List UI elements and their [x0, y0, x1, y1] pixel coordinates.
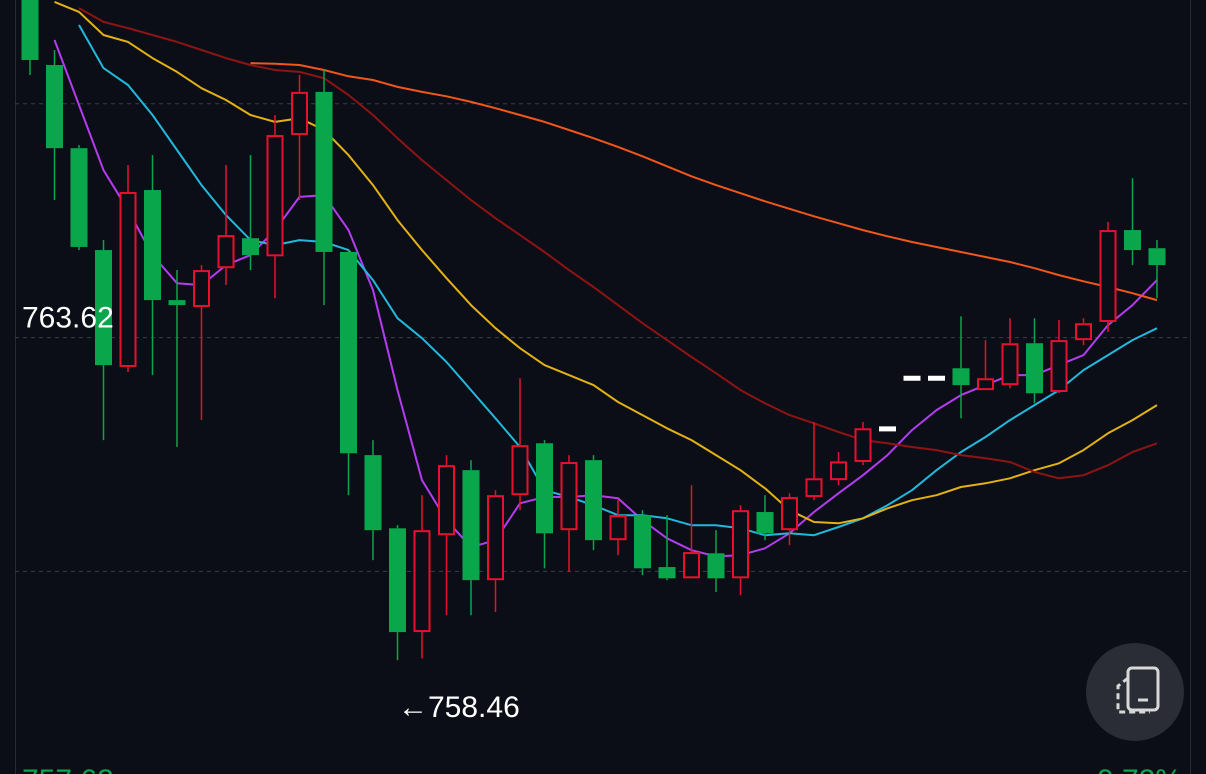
candle-body: [487, 495, 504, 581]
candle-body: [144, 190, 161, 301]
candle-body: [609, 515, 627, 541]
candle-body: [1050, 340, 1068, 393]
candle-body: [168, 300, 186, 306]
candle-body: [585, 460, 602, 541]
candle-body: [1001, 343, 1019, 386]
candle-body: [854, 428, 872, 463]
min-label: 757.62: [22, 764, 114, 774]
y-tick-label: 763.62: [22, 302, 114, 335]
candle-body: [536, 443, 553, 534]
ma-line: [78, 7, 1158, 480]
candle-body: [340, 251, 357, 454]
ma-line: [53, 39, 1158, 558]
candle-body: [952, 368, 970, 386]
candle-body: [21, 0, 39, 61]
candle-body: [438, 465, 455, 536]
candle-body: [1124, 230, 1141, 251]
change-label: 0.72%: [1097, 764, 1182, 774]
candle-body: [217, 235, 235, 269]
candle-body: [707, 553, 725, 579]
candle-body: [266, 135, 284, 257]
candle-body: [1148, 248, 1166, 266]
candle-body: [928, 375, 945, 381]
candle-body: [903, 375, 921, 381]
candle-body: [830, 461, 847, 481]
ma-line: [54, 0, 1158, 525]
candle-body: [879, 426, 896, 432]
candle-body: [413, 530, 431, 633]
candle-body: [119, 191, 137, 367]
candle-body: [462, 470, 480, 581]
candle-body: [95, 250, 112, 366]
candle-body: [1099, 230, 1117, 322]
candle-body: [70, 148, 88, 247]
low-annotation: ←758.46: [398, 691, 520, 724]
candle-body: [756, 512, 774, 534]
candle-body: [634, 515, 651, 569]
candle-body: [977, 378, 994, 391]
candle-body: [291, 91, 308, 136]
candle-body: [781, 497, 798, 531]
candle-body: [315, 91, 333, 252]
ma-line: [250, 62, 1158, 302]
button-icon: [1126, 666, 1160, 712]
candle-body: [1026, 343, 1043, 394]
candle-body: [389, 528, 406, 633]
button-bg[interactable]: [1086, 643, 1184, 741]
candle-body: [560, 462, 578, 531]
screen-toggle-button[interactable]: [1086, 643, 1184, 741]
button-icon: [1116, 676, 1150, 714]
candle-body: [658, 567, 676, 579]
candle-body: [805, 478, 823, 498]
grid: [15, 103, 1190, 572]
candle-body: [193, 270, 210, 307]
candles: [21, 0, 1166, 661]
candle-body: [1075, 323, 1092, 341]
candle-body: [46, 65, 63, 149]
candle-body: [683, 552, 700, 579]
candle-body: [732, 510, 749, 579]
candle-body: [511, 445, 529, 496]
candle-body: [242, 238, 259, 256]
candle-body: [364, 455, 382, 531]
